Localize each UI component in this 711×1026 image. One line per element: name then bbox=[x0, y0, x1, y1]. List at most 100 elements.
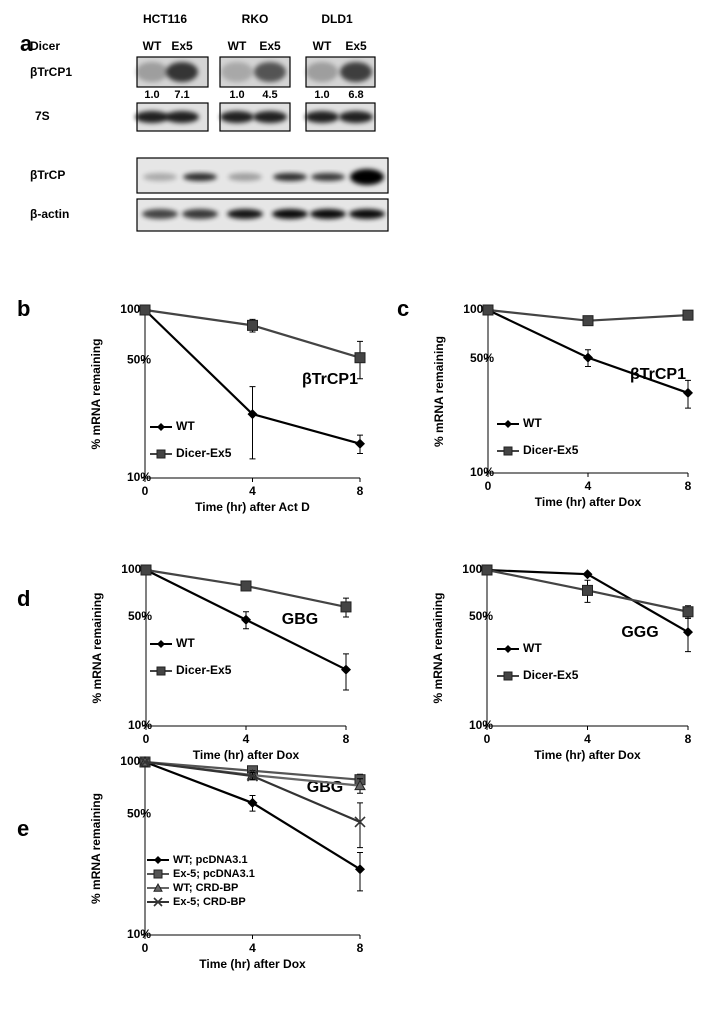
band bbox=[311, 173, 345, 181]
x-tick-label: 8 bbox=[357, 484, 364, 498]
band bbox=[166, 62, 198, 82]
band bbox=[135, 111, 169, 123]
x-tick-label: 8 bbox=[685, 479, 692, 493]
band bbox=[221, 62, 253, 82]
panel-label: d bbox=[17, 586, 30, 611]
blot-label: β-actin bbox=[30, 207, 69, 221]
marker bbox=[247, 319, 258, 331]
band bbox=[349, 209, 385, 219]
quantification: 6.8 bbox=[348, 89, 363, 101]
legend-label: WT bbox=[523, 416, 542, 430]
x-tick-label: 4 bbox=[584, 732, 591, 746]
x-tick-label: 4 bbox=[585, 479, 592, 493]
marker bbox=[240, 580, 252, 592]
y-tick-label: 50% bbox=[128, 609, 152, 623]
x-tick-label: 4 bbox=[249, 484, 256, 498]
legend-label: Dicer-Ex5 bbox=[523, 443, 579, 457]
y-tick-label: 10% bbox=[127, 927, 151, 941]
x-tick-label: 8 bbox=[343, 732, 350, 746]
blot bbox=[136, 157, 389, 194]
marker bbox=[341, 664, 351, 675]
marker bbox=[481, 564, 493, 576]
marker bbox=[140, 564, 152, 576]
band bbox=[227, 209, 263, 219]
panel-label: b bbox=[17, 296, 30, 321]
x-tick-label: 4 bbox=[243, 732, 250, 746]
annotation: GGG bbox=[621, 624, 658, 641]
band bbox=[228, 173, 262, 181]
band bbox=[272, 209, 308, 219]
marker bbox=[582, 569, 593, 580]
panel-a: a Dicer HCT116 RKO DLD1 βTrCP1 7S βTrCP … bbox=[20, 12, 389, 232]
panel-label: a bbox=[20, 31, 33, 56]
band bbox=[142, 209, 178, 219]
marker bbox=[682, 606, 694, 618]
marker bbox=[139, 756, 151, 768]
band bbox=[165, 111, 199, 123]
legend-label: Dicer-Ex5 bbox=[176, 663, 232, 677]
annotation: βTrCP1 bbox=[630, 366, 686, 383]
x-tick-label: 0 bbox=[142, 941, 149, 955]
legend-label: Dicer-Ex5 bbox=[176, 446, 232, 460]
y-tick-label: 10% bbox=[127, 470, 151, 484]
panel-label: c bbox=[397, 296, 409, 321]
marker bbox=[354, 352, 366, 364]
cell-line: RKO bbox=[242, 12, 269, 26]
marker bbox=[246, 770, 259, 782]
marker bbox=[582, 315, 594, 327]
x-axis-label: Time (hr) after Dox bbox=[534, 748, 641, 762]
error-bar bbox=[357, 802, 363, 849]
y-tick-label: 10% bbox=[470, 465, 494, 479]
marker bbox=[154, 856, 162, 864]
y-tick-label: 50% bbox=[127, 806, 151, 820]
genotype: Ex5 bbox=[171, 39, 193, 53]
blot-label: βTrCP1 bbox=[30, 65, 72, 79]
band bbox=[254, 62, 286, 82]
blots bbox=[135, 56, 389, 232]
genotype: WT bbox=[143, 39, 162, 53]
y-tick-label: 10% bbox=[128, 718, 152, 732]
legend-label: WT bbox=[176, 419, 195, 433]
marker bbox=[139, 304, 151, 316]
legend-label: WT bbox=[523, 641, 542, 655]
marker bbox=[354, 816, 366, 828]
y-axis-label: % mRNA remaining bbox=[432, 336, 446, 447]
genotype: WT bbox=[313, 39, 332, 53]
y-tick-label: 50% bbox=[469, 609, 493, 623]
marker bbox=[354, 779, 366, 791]
marker bbox=[503, 671, 513, 681]
marker bbox=[247, 409, 258, 420]
marker bbox=[503, 446, 513, 456]
genotype: Ex5 bbox=[345, 39, 367, 53]
series-line bbox=[144, 308, 361, 359]
quantification: 1.0 bbox=[314, 89, 329, 101]
band bbox=[136, 62, 168, 82]
quantification: 4.5 bbox=[262, 89, 277, 101]
marker bbox=[504, 420, 512, 428]
legend-label: Ex-5; CRD-BP bbox=[173, 896, 246, 908]
annotation: GBG bbox=[282, 611, 318, 628]
band bbox=[310, 209, 346, 219]
marker bbox=[482, 304, 494, 316]
band bbox=[305, 111, 339, 123]
y-tick-label: 10% bbox=[469, 718, 493, 732]
band bbox=[182, 209, 218, 219]
x-tick-label: 4 bbox=[249, 941, 256, 955]
marker bbox=[355, 438, 365, 449]
legend-label: WT; pcDNA3.1 bbox=[173, 854, 248, 866]
marker bbox=[247, 797, 258, 808]
marker bbox=[355, 864, 365, 875]
y-axis-label: % mRNA remaining bbox=[89, 339, 103, 450]
legend-label: WT bbox=[176, 636, 195, 650]
band bbox=[273, 173, 307, 181]
marker bbox=[156, 666, 166, 676]
marker bbox=[683, 387, 693, 398]
marker bbox=[241, 614, 251, 625]
y-axis-label: % mRNA remaining bbox=[431, 593, 445, 704]
band bbox=[143, 173, 177, 181]
cell-line: DLD1 bbox=[321, 12, 353, 26]
